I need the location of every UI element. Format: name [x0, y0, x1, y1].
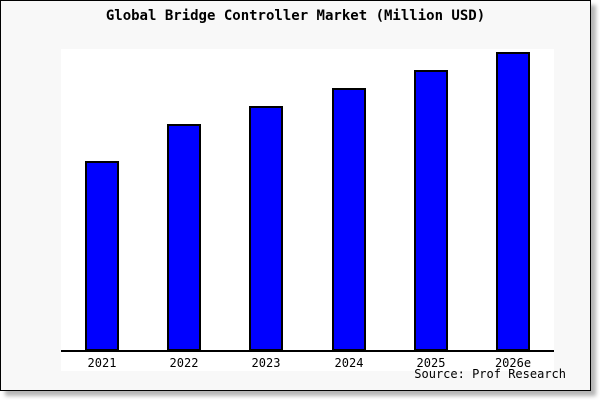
bar-2026e: [496, 52, 530, 351]
x-tick-label-2023: 2023: [251, 356, 281, 370]
chart-figure: Global Bridge Controller Market (Million…: [0, 0, 591, 391]
bar-2024: [332, 88, 366, 351]
bar-2023: [249, 106, 283, 351]
x-tick-label-2021: 2021: [87, 356, 117, 370]
chart-title: Global Bridge Controller Market (Million…: [105, 8, 486, 24]
x-tick-label-2025: 2025: [416, 356, 446, 370]
plot-area: 2021 2022 2023 2024 2025 2026e: [61, 49, 554, 371]
bar-2025: [414, 70, 448, 351]
source-label: Source: Prof Research: [414, 367, 566, 381]
bar-2021: [85, 161, 119, 351]
bar-2022: [167, 124, 201, 351]
x-tick-label-2022: 2022: [169, 356, 199, 370]
x-tick-label-2026e: 2026e: [494, 356, 532, 370]
x-axis-line: [61, 350, 554, 352]
x-tick-label-2024: 2024: [334, 356, 364, 370]
